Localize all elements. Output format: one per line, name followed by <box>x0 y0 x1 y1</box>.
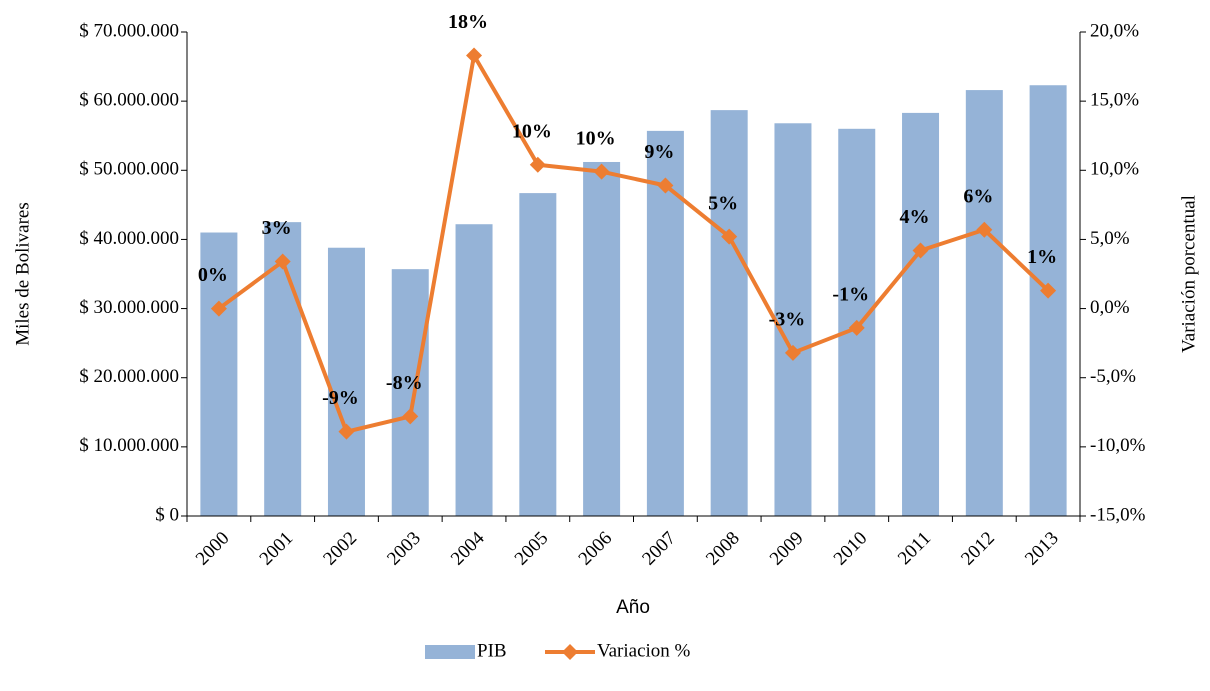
data-label: 9% <box>644 141 674 163</box>
bar <box>1029 85 1067 517</box>
bar <box>965 90 1003 516</box>
data-label: 4% <box>900 206 930 228</box>
x-tick-label: 2006 <box>575 528 617 570</box>
data-label: 0% <box>198 264 228 286</box>
legend-label: Variacion % <box>597 640 691 661</box>
y-tick-label: $ 70.000.000 <box>79 20 179 41</box>
marker <box>466 47 483 64</box>
x-tick-label: 2003 <box>383 528 425 570</box>
y2-tick-label: 5,0% <box>1090 228 1130 249</box>
data-label: -9% <box>322 387 359 409</box>
marker <box>1040 282 1057 299</box>
x-tick-label: 2004 <box>447 527 489 569</box>
y-axis-title: Miles de Bolivares <box>12 202 33 346</box>
line <box>217 53 1050 434</box>
x-tick-label: 2013 <box>1021 528 1063 570</box>
marker <box>912 242 929 259</box>
data-label: 6% <box>963 185 993 207</box>
marker <box>721 228 738 245</box>
y2-tick-label: 0,0% <box>1090 297 1130 318</box>
marker <box>976 221 993 238</box>
y2-tick-label: -5,0% <box>1090 366 1136 387</box>
x-tick-label: 2001 <box>256 528 298 570</box>
y-tick-label: $ 10.000.000 <box>79 435 179 456</box>
x-tick-label: 2000 <box>192 528 234 570</box>
bar <box>391 269 429 516</box>
x-tick-label: 2007 <box>638 528 680 570</box>
bar <box>327 247 365 516</box>
bar <box>519 193 557 517</box>
data-label: 10% <box>512 120 552 142</box>
y-tick-label: $ 30.000.000 <box>79 297 179 318</box>
x-tick-label: 2011 <box>894 528 935 569</box>
x-tick-label: 2009 <box>766 528 808 570</box>
bar <box>710 110 748 516</box>
marker <box>274 253 291 270</box>
bar <box>455 224 493 516</box>
marker <box>210 300 227 317</box>
x-tick-label: 2005 <box>511 528 553 570</box>
data-label: 5% <box>708 192 738 214</box>
bar <box>583 161 621 516</box>
data-label: -1% <box>832 284 869 306</box>
data-label: -8% <box>386 372 423 394</box>
data-label: 3% <box>262 217 292 239</box>
bar <box>774 123 812 517</box>
data-label: -3% <box>769 308 806 330</box>
y-tick-label: $ 60.000.000 <box>79 90 179 111</box>
marker <box>784 344 801 361</box>
x-tick-label: 2008 <box>702 528 744 570</box>
data-label: 1% <box>1027 246 1057 268</box>
x-tick-label: 2012 <box>957 528 999 570</box>
x-tick-label: 2002 <box>319 528 361 570</box>
bar <box>200 232 238 516</box>
data-label: 10% <box>576 127 616 149</box>
bar <box>902 112 940 516</box>
y2-tick-label: -15,0% <box>1090 504 1146 525</box>
marker <box>529 156 546 173</box>
marker <box>338 423 355 440</box>
legend-label: PIB <box>477 640 507 661</box>
y2-tick-label: 10,0% <box>1090 159 1139 180</box>
marker <box>593 163 610 180</box>
y2-axis-title: Variación porcentual <box>1178 195 1199 353</box>
y2-tick-label: 20,0% <box>1090 20 1139 41</box>
y2-tick-label: -10,0% <box>1090 435 1146 456</box>
y2-tick-label: 15,0% <box>1090 90 1139 111</box>
x-axis-title: Año <box>616 597 650 618</box>
marker <box>402 408 419 425</box>
data-label: 18% <box>448 11 488 33</box>
y-tick-label: $ 50.000.000 <box>79 159 179 180</box>
y-tick-label: $ 20.000.000 <box>79 366 179 387</box>
x-tick-label: 2010 <box>830 528 872 570</box>
legend-marker <box>562 644 578 660</box>
y-tick-label: $ 40.000.000 <box>79 228 179 249</box>
marker <box>657 177 674 194</box>
y-tick-label: $ 0 <box>155 504 179 525</box>
legend-swatch <box>425 645 475 659</box>
marker <box>848 319 865 336</box>
